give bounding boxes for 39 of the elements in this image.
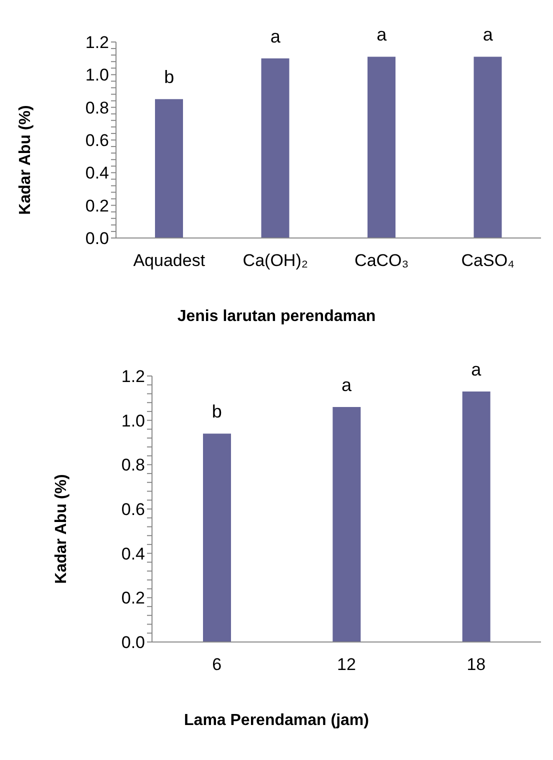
y-tick-label: 0.4	[85, 164, 109, 183]
x-axis-title: Lama Perendaman (jam)	[183, 712, 370, 730]
x-tick-label: CaCO₃	[354, 251, 409, 270]
y-tick-label: 1.0	[121, 411, 145, 430]
bar	[155, 99, 183, 238]
annotation: a	[376, 24, 388, 45]
y-tick-label: 0.0	[121, 633, 145, 652]
bar	[261, 58, 290, 238]
bar	[332, 407, 361, 642]
annotation: b	[212, 402, 222, 422]
y-tick-label: 0.2	[85, 196, 109, 216]
x-tick-label: CaSO₄	[461, 251, 515, 270]
y-tick-label: 0.8	[85, 98, 109, 118]
y-tick-label: 0.4	[121, 544, 145, 564]
x-tick-label: 18	[466, 655, 486, 674]
bar	[462, 392, 490, 642]
x-tick-label: Ca(OH)₂	[242, 251, 308, 270]
bar	[368, 56, 396, 238]
annotation: a	[471, 360, 482, 380]
y-axis-title: Kadar Abu (%)	[53, 474, 71, 584]
x-tick-label: Aquadest	[133, 251, 206, 270]
annotation: a	[341, 375, 352, 396]
annotation: b	[164, 67, 174, 88]
y-tick-label: 1.2	[85, 33, 109, 52]
x-tick-label: 6	[212, 655, 222, 674]
annotation: a	[270, 26, 282, 46]
y-tick-label: 0.6	[121, 500, 145, 520]
y-tick-label: 0.8	[121, 456, 145, 475]
y-axis-title: Kadar Abu (%)	[17, 105, 35, 215]
annotation: a	[482, 24, 494, 45]
x-axis-title: Jenis larutan perendaman	[176, 308, 377, 326]
y-tick-label: 1.2	[121, 367, 145, 386]
y-tick-label: 0.0	[85, 229, 109, 248]
y-tick-label: 0.6	[85, 131, 109, 150]
bar	[474, 56, 502, 238]
y-tick-label: 1.0	[85, 66, 109, 85]
x-tick-label: 12	[337, 655, 356, 674]
bar	[203, 434, 231, 642]
y-tick-label: 0.2	[121, 588, 145, 608]
